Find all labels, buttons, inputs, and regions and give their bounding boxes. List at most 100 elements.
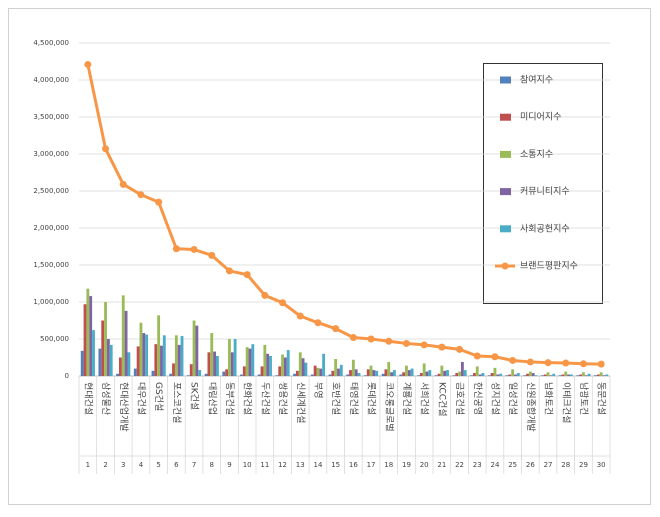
bar [369,365,373,376]
bar [228,339,231,376]
rank-label: 16 [349,461,358,469]
bar [278,366,282,376]
bar [516,373,520,376]
bar [319,368,323,376]
bar [399,374,403,376]
y-tick-label: 3,000,000 [33,150,69,158]
bar [334,358,338,376]
x-tick-label: KCC건설 [436,382,447,417]
bar [599,372,603,376]
bar [136,346,140,376]
bar [419,373,423,376]
bar [213,351,216,376]
bar [463,370,467,376]
bar [92,330,95,376]
bar [233,339,237,376]
bar [543,374,547,376]
bar [301,358,305,376]
line-point [456,345,464,353]
bar [569,374,573,376]
bar [558,375,562,376]
bar [475,366,479,376]
bar [552,373,556,376]
bar [437,373,441,376]
x-tick-label: 동문건설 [596,382,607,415]
rank-label: 27 [544,461,553,469]
bar [372,370,376,376]
bar [162,335,166,376]
x-tick-label: 삼성물산 [100,382,111,415]
bar [160,345,163,376]
bar [487,375,491,376]
rank-label: 28 [561,461,570,469]
bar [455,373,459,376]
rank-label: 30 [597,461,606,469]
bar [496,374,500,376]
line-point [597,360,605,368]
rank-label: 7 [192,461,196,469]
legend-swatch [500,225,511,233]
bar [540,375,544,376]
bar [283,357,287,376]
bar [534,375,538,376]
legend-swatch [500,150,511,158]
x-tick-label: 코오롱글로벌 [383,382,394,432]
legend-swatch [500,113,511,121]
line-point [208,251,216,259]
bar [523,375,527,376]
bar [215,356,219,376]
bar [172,363,175,376]
bar [594,375,597,376]
rank-label: 9 [227,461,231,469]
bar [443,370,447,376]
bar [528,371,532,376]
bar [313,365,317,376]
line-point [420,341,428,349]
rank-label: 24 [490,461,499,469]
legend-label: 커뮤니티지수 [520,186,570,197]
bar [245,347,249,376]
bar [531,373,535,376]
bar [493,367,497,376]
bar [446,370,449,376]
x-tick-label: 호반건설 [330,382,341,415]
line-point [137,191,145,199]
bar [425,371,429,376]
bar [582,372,585,376]
line-point [155,198,163,206]
bar [222,371,226,376]
bar [576,375,580,376]
bar [139,322,143,376]
legend-swatch [500,76,511,84]
bar [511,369,515,376]
rank-label: 2 [103,461,107,469]
x-tick-label: GS건설 [153,382,164,411]
x-tick-label: 한화건설 [242,382,253,415]
rank-label: 17 [367,461,376,469]
bar [269,356,272,376]
bar [174,335,178,376]
bar [210,333,214,376]
y-tick-label: 4,500,000 [33,39,69,47]
bar [584,375,588,376]
bar [422,363,426,376]
bar [508,374,512,376]
bar [357,373,361,376]
line-point [172,245,180,253]
bar [180,336,184,376]
bar [225,369,229,376]
rank-label: 15 [331,461,340,469]
bar [106,339,110,376]
bar [390,372,393,376]
bar [478,374,482,376]
bar [514,374,517,376]
line-point [349,334,357,342]
x-tick-label: 신세계건설 [295,382,307,423]
bar [169,373,173,376]
bar [104,302,107,376]
bar [157,315,161,376]
legend-label: 소통지수 [520,149,553,160]
bar [109,344,113,376]
x-tick-label: 서희건설 [419,382,431,415]
bar [402,372,406,376]
